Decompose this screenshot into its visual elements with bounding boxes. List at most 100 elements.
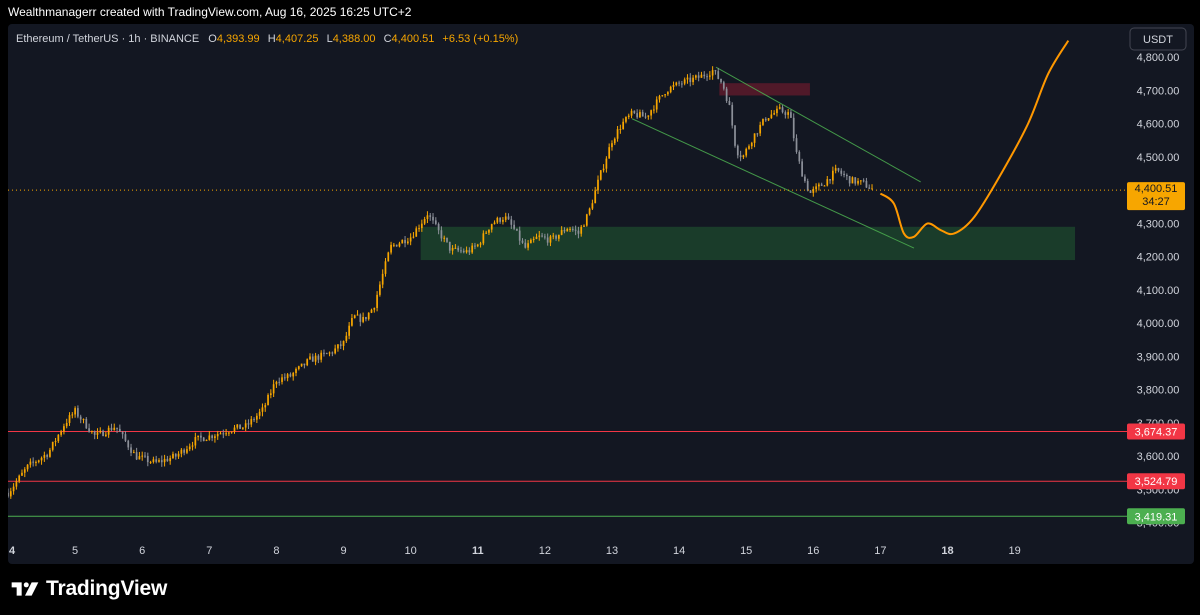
candle-body — [655, 99, 658, 110]
candle-body — [686, 77, 689, 80]
candle-body — [163, 458, 166, 463]
candle-body — [317, 355, 320, 360]
candle-body — [717, 71, 720, 79]
candle-body — [426, 215, 429, 219]
high-value: 4,407.25 — [276, 33, 319, 45]
candle-body — [214, 436, 216, 439]
candle-body — [630, 110, 633, 116]
time-tick-label: 17 — [874, 545, 886, 557]
candle-body — [619, 129, 622, 131]
candle-body — [851, 177, 854, 184]
candle-body — [71, 414, 74, 416]
candle-body — [694, 75, 697, 78]
candle-body — [518, 230, 521, 241]
candle-body — [177, 453, 180, 457]
channel-lower-line — [631, 118, 915, 249]
candle-body — [675, 82, 678, 86]
candle-body — [557, 234, 560, 239]
projection-layer — [879, 40, 1070, 239]
candle-body — [85, 418, 88, 429]
time-tick-label: 10 — [405, 545, 417, 557]
candle-body — [381, 273, 384, 285]
candle-body — [611, 143, 613, 148]
candle-body — [281, 377, 283, 382]
candle-body — [323, 352, 325, 354]
time-axis[interactable]: 4 5 6 7 8 9 10 11 12 13 14 15 16 17 18 19 — [9, 545, 1021, 557]
candle-body — [113, 427, 116, 431]
candle-body — [21, 472, 23, 476]
candle-body — [269, 393, 272, 395]
candle-body — [440, 230, 443, 239]
candle-body — [393, 244, 395, 246]
candle-body — [208, 435, 211, 440]
candle-body — [222, 433, 225, 435]
open-label: O — [208, 33, 217, 45]
candle-body — [68, 415, 71, 423]
price-chart[interactable]: Ethereum / TetherUS · 1h · BINANCE O4,39… — [8, 24, 1194, 564]
candle-body — [790, 112, 792, 118]
candle-body — [194, 437, 197, 446]
candle-body — [188, 446, 191, 450]
candle-body — [244, 423, 247, 428]
candle-body — [731, 104, 734, 126]
candle-body — [63, 426, 65, 432]
candle-body — [236, 424, 239, 428]
attribution-text: Wealthmanagerr created with TradingView.… — [8, 5, 412, 19]
candle-body — [627, 115, 630, 118]
currency-button[interactable]: USDT — [1129, 27, 1187, 51]
price-scale-badge — [1127, 473, 1185, 490]
candle-body — [79, 416, 82, 420]
candle-body — [516, 228, 518, 231]
candle-body — [728, 100, 731, 105]
candle-body — [555, 235, 557, 239]
candle-body — [502, 219, 504, 222]
candle-body — [412, 236, 415, 238]
candle-body — [65, 422, 68, 427]
candle-body — [250, 419, 253, 425]
candle-body — [434, 220, 437, 224]
candle-body — [228, 432, 230, 434]
candle-body — [49, 449, 51, 457]
candle-body — [409, 237, 412, 242]
candle-body — [415, 228, 418, 237]
candle-body — [286, 374, 289, 379]
candle-body — [653, 109, 655, 111]
tradingview-logo-icon — [11, 582, 39, 596]
candle-body — [172, 453, 174, 459]
time-tick-label: 9 — [340, 545, 346, 557]
candle-body — [535, 236, 538, 239]
candle-body — [348, 325, 351, 336]
price-scale-value: 3,524.79 — [1135, 476, 1178, 488]
candle-body — [96, 432, 99, 435]
candle-body — [770, 114, 773, 119]
candle-body — [152, 459, 155, 462]
price-axis[interactable]: 4,800.00 4,700.00 4,600.00 4,500.00 4,300.00… — [1137, 52, 1180, 529]
candle-body — [798, 151, 801, 162]
candle-body — [253, 419, 255, 421]
open-value: 4,393.99 — [217, 33, 260, 45]
candle-body — [135, 452, 138, 460]
candle-body — [8, 492, 9, 497]
candle-body — [180, 449, 183, 454]
price-scale-value: 3,419.31 — [1135, 511, 1178, 523]
tradingview-brand[interactable]: TradingView — [10, 572, 167, 606]
candle-body — [471, 245, 474, 253]
candle-body — [585, 214, 588, 226]
candle-body — [594, 190, 597, 204]
time-tick-label: 12 — [539, 545, 551, 557]
candle-body — [437, 223, 440, 231]
candle-body — [468, 250, 471, 253]
candle-body — [275, 381, 278, 385]
time-tick-label: 18 — [941, 545, 953, 557]
candle-body — [474, 245, 476, 247]
candle-body — [110, 427, 113, 431]
candle-body — [742, 155, 745, 158]
candle-body — [784, 112, 787, 115]
candle-body — [118, 428, 121, 432]
candle-body — [432, 216, 434, 221]
candle-body — [633, 110, 636, 114]
candle-body — [862, 180, 865, 182]
candle-body — [859, 180, 862, 182]
candle-body — [577, 230, 580, 234]
candle-body — [191, 445, 194, 447]
